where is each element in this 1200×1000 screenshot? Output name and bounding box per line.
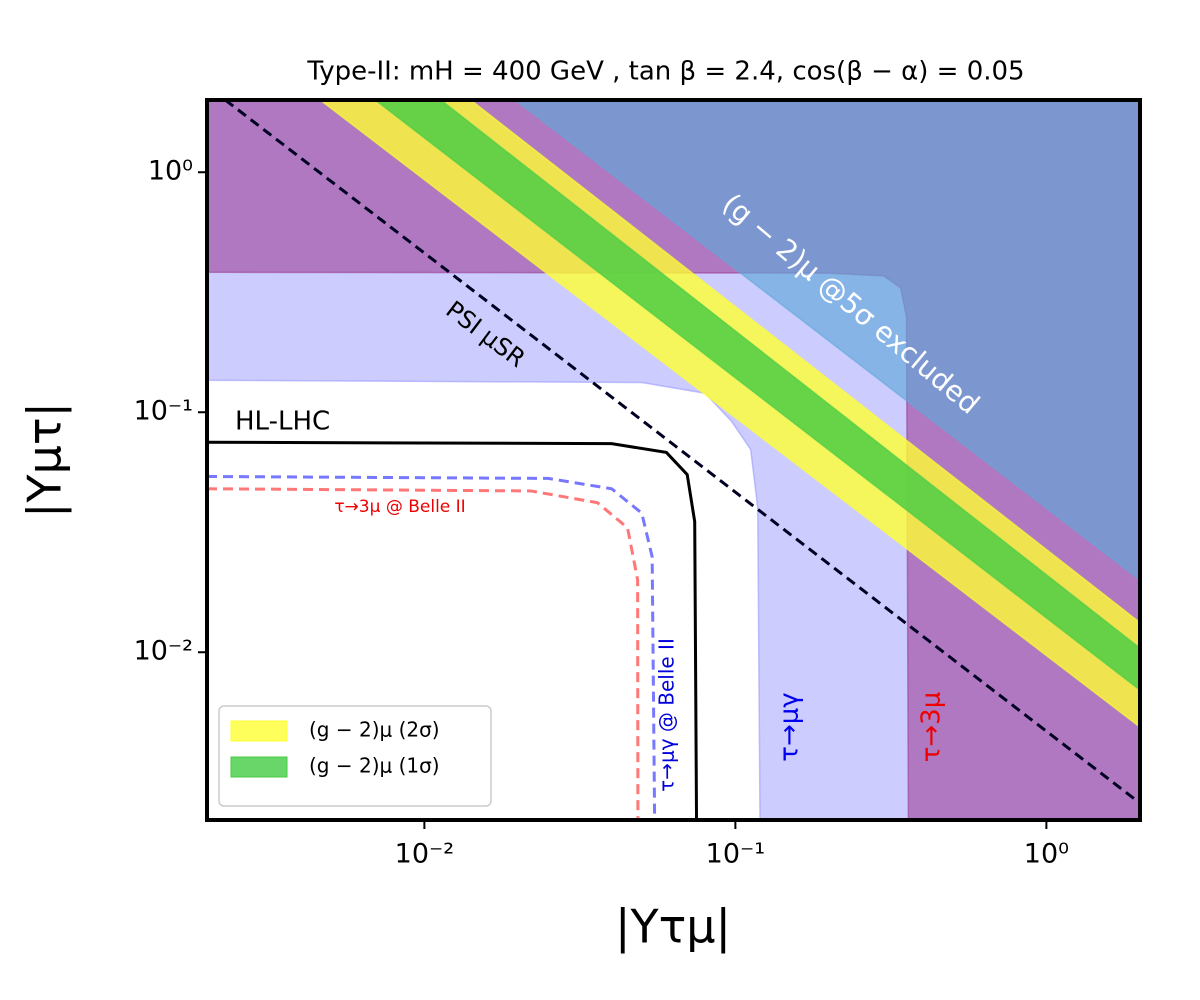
chart-title: Type-II: mH = 400 GeV , tan β = 2.4, cos… <box>306 57 1024 87</box>
x-tick-label: 10⁻¹ <box>706 839 765 870</box>
x-tick-label: 10⁻² <box>395 839 454 870</box>
curve <box>207 474 657 820</box>
plot-area <box>207 100 1140 820</box>
legend-label: (g − 2)μ (1σ) <box>309 754 440 778</box>
region <box>514 100 1140 581</box>
annotation: τ→3μ <box>917 692 947 763</box>
plot-frame <box>205 98 1142 822</box>
y-tick-label: 10⁻¹ <box>134 396 193 427</box>
y-tick-label: 10⁰ <box>148 156 193 187</box>
curve <box>224 100 1140 805</box>
legend-swatch <box>230 756 288 778</box>
x-tick-label: 10⁰ <box>1024 839 1069 870</box>
region <box>374 100 1140 692</box>
region <box>318 100 1140 729</box>
annotation: τ→μγ @ Belle II <box>655 638 679 792</box>
annotation: τ→3μ @ Belle II <box>334 497 465 517</box>
y-tick-label: 10⁻² <box>134 636 193 667</box>
annotation: τ→μγ <box>775 692 805 761</box>
y-axis-label: |Yμτ| <box>18 402 73 518</box>
annotation: HL-LHC <box>235 407 330 437</box>
legend-swatch <box>230 720 288 742</box>
x-axis-label: |Yτμ| <box>615 900 731 955</box>
legend-label: (g − 2)μ (2σ) <box>309 718 440 742</box>
curve <box>207 440 699 820</box>
